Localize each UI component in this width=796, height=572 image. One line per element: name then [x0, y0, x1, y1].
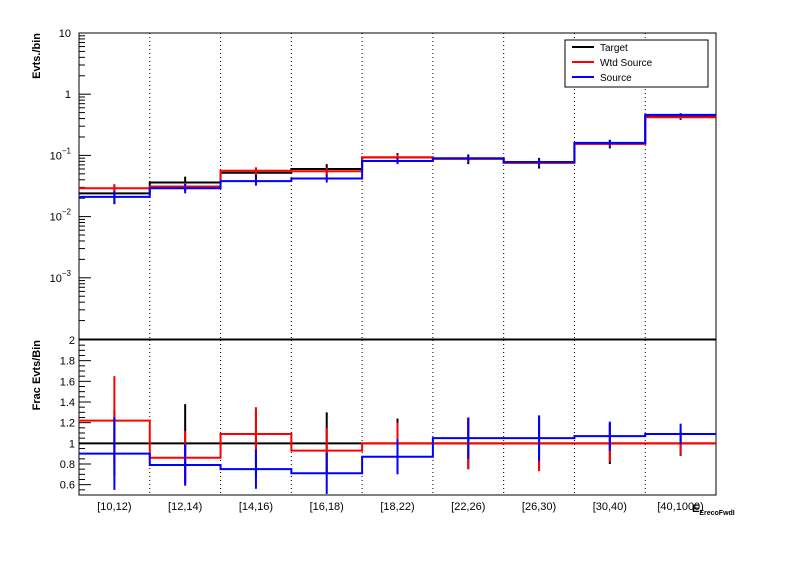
top-y-tick-label-base: 1	[65, 89, 71, 101]
top-y-tick-label-3: 10−2	[50, 208, 72, 224]
bottom-y-tick-label-4: 1.4	[60, 397, 75, 409]
top-step-line-source	[79, 113, 716, 198]
bottom-y-tick-label-7: 2	[69, 335, 75, 347]
x-axis-label: EErecoFwdI	[692, 503, 735, 517]
bottom-step-line-wtd-source	[79, 419, 716, 459]
x-tick-label-1: [12,14)	[168, 501, 202, 513]
top-y-tick-label-2: 10−1	[50, 146, 72, 162]
bottom-y-tick-label-2: 1	[69, 438, 75, 450]
top-series	[79, 113, 716, 205]
bottom-series-source	[79, 415, 716, 494]
top-series-source	[79, 113, 716, 205]
x-tick-label-8: [40,1000)	[657, 501, 703, 513]
top-y-tick-label-0: 10	[59, 28, 71, 40]
x-tick-label-7: [30,40)	[593, 501, 627, 513]
bottom-x-axis: [10,12) [12,14) [14,16) [16,18) [18,22) [22,2…	[97, 501, 704, 513]
legend-label-target: Target	[600, 43, 628, 54]
top-plot-frame	[78, 32, 717, 340]
x-tick-label-0: [10,12)	[97, 501, 131, 513]
bottom-y-tick-label-3: 1.2	[60, 418, 75, 430]
bottom-y-axis: 0.6 0.8 1 1.2 1.4 1.6 1.8 2	[60, 335, 91, 496]
bottom-step-line-source	[79, 433, 716, 475]
top-y-tick-label-exponent: −3	[62, 269, 72, 278]
top-y-tick-label-base: 10	[50, 150, 62, 162]
x-tick-label-2: [14,16)	[239, 501, 273, 513]
x-axis-label-subscript: ErecoFwdI	[699, 510, 734, 517]
bottom-y-tick-label-0: 0.6	[60, 480, 75, 492]
legend-label-source: Source	[600, 73, 632, 84]
x-axis-label-main: E	[692, 503, 699, 515]
top-y-tick-label-exponent: −1	[62, 146, 72, 155]
x-tick-label-4: [18,22)	[380, 501, 414, 513]
top-y-tick-label-base: 10	[50, 273, 62, 285]
top-y-axis-label: Evts./bin	[31, 33, 43, 79]
top-y-tick-label-base: 10	[59, 28, 71, 40]
legend-label-wtd-source: Wtd Source	[600, 58, 653, 69]
top-y-tick-label-base: 10	[50, 212, 62, 224]
bottom-y-tick-label-6: 1.8	[60, 356, 75, 368]
legend: Target Wtd Source Source	[564, 39, 709, 88]
top-y-tick-label-4: 10−3	[50, 269, 72, 285]
x-tick-label-3: [16,18)	[310, 501, 344, 513]
top-y-tick-label-exponent: −2	[62, 208, 72, 217]
bottom-y-tick-label-5: 1.6	[60, 376, 75, 388]
bottom-y-tick-label-1: 0.8	[60, 459, 75, 471]
x-tick-label-5: [22,26)	[451, 501, 485, 513]
bottom-y-axis-label: Frac Evts/Bin	[31, 340, 43, 411]
bottom-series	[79, 376, 716, 494]
bottom-panel: 0.6 0.8 1 1.2 1.4 1.6 1.8 2 [10,12) [12,14) [14,1…	[31, 335, 735, 517]
top-y-tick-label-1: 1	[65, 89, 71, 101]
x-tick-label-6: [26,30)	[522, 501, 556, 513]
